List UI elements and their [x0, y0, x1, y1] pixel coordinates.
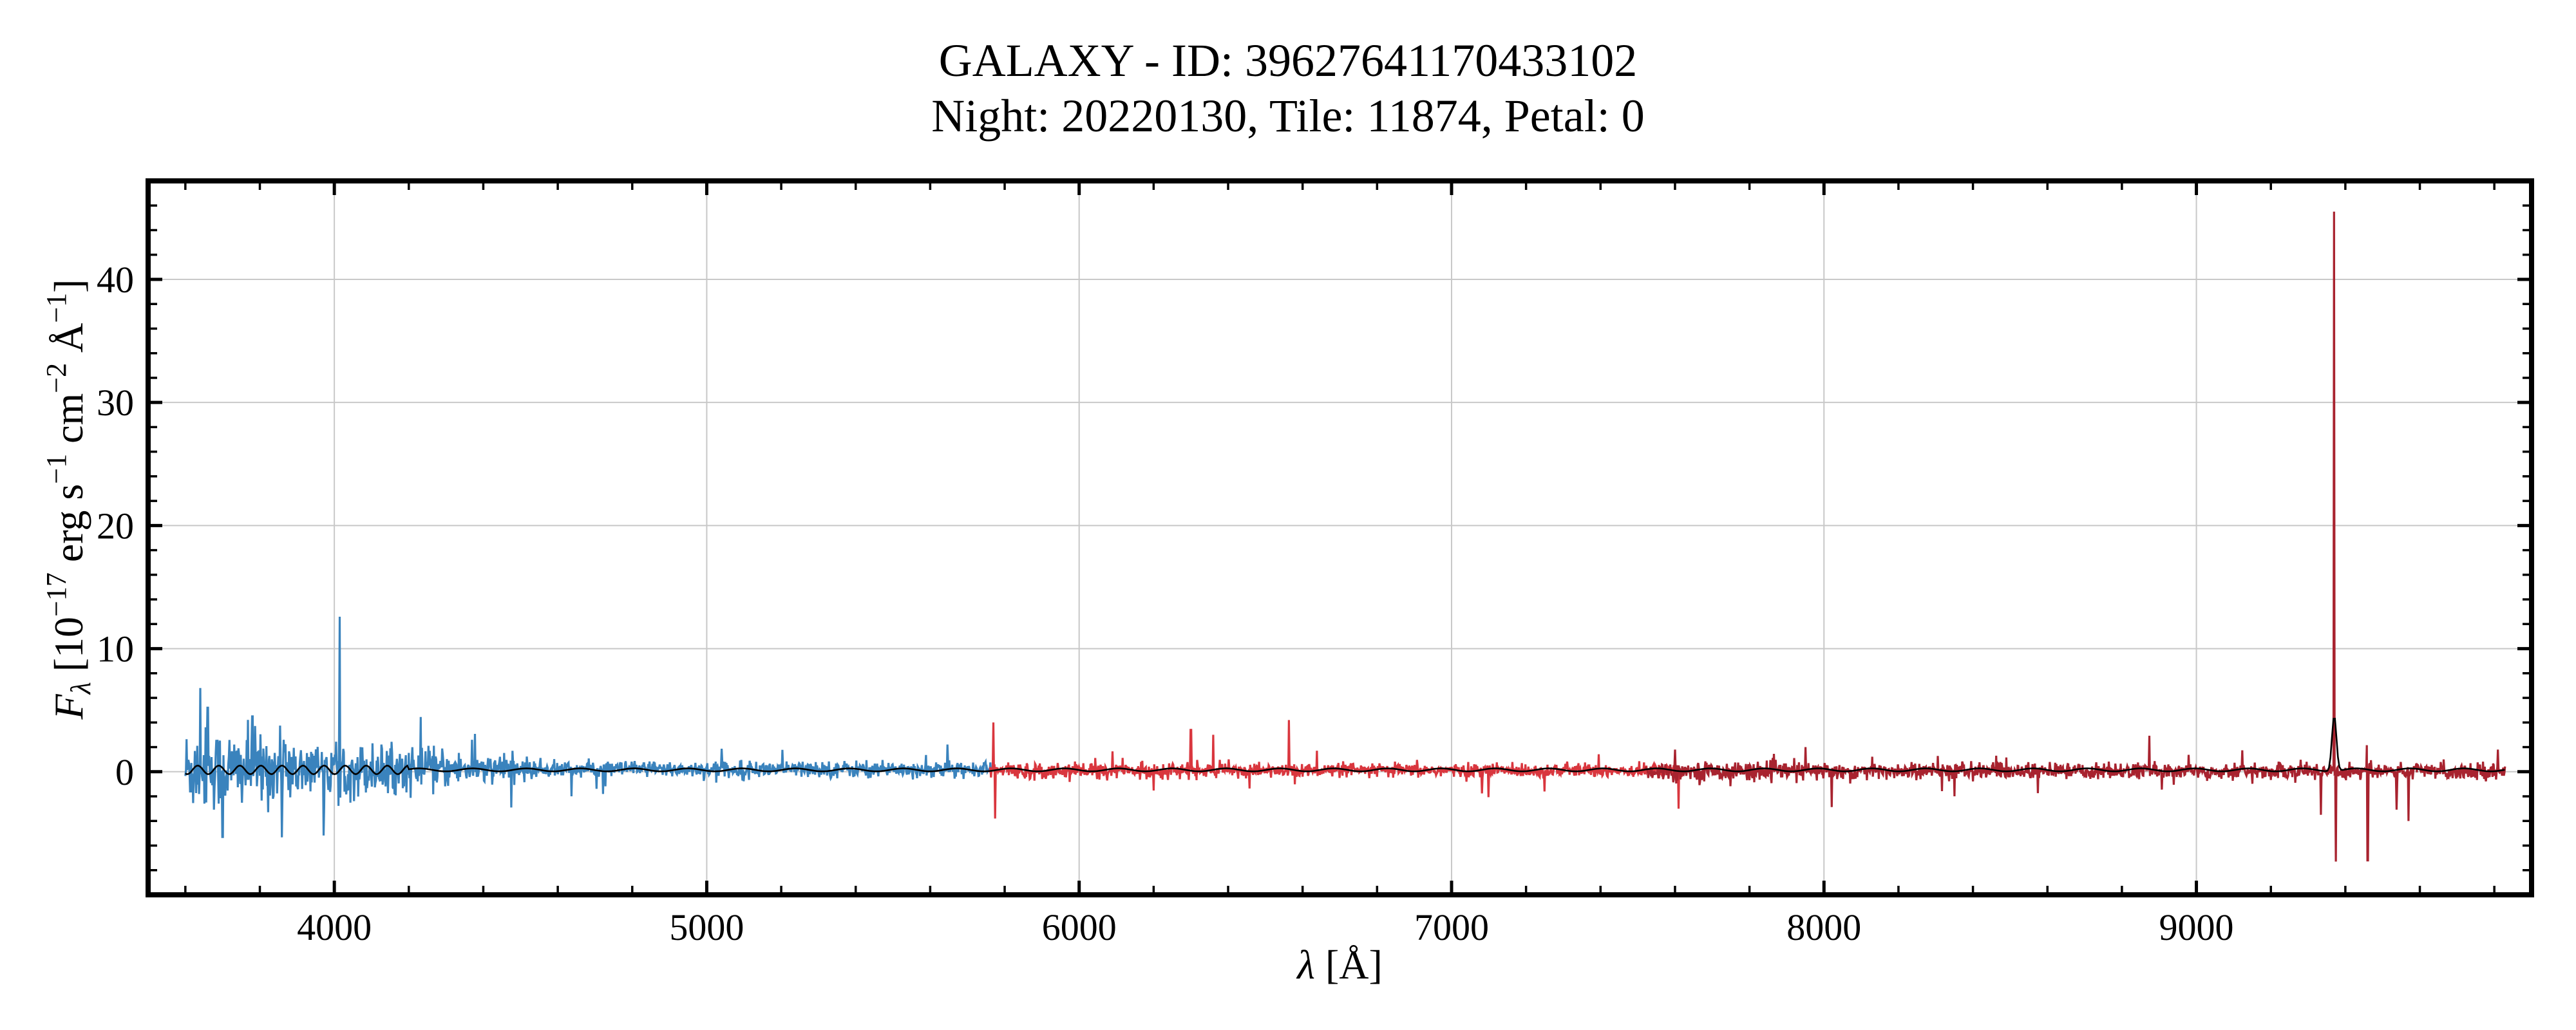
grid-lines [148, 181, 2532, 895]
x-tick-label: 6000 [1042, 906, 1117, 948]
chart-title-line2: Night: 20220130, Tile: 11874, Petal: 0 [931, 90, 1645, 142]
data-series [184, 211, 2506, 862]
series-r-arm-flux [989, 720, 1683, 819]
x-tick-label: 4000 [297, 906, 372, 948]
x-tick-label: 8000 [1786, 906, 1861, 948]
chart-title-line1: GALAXY - ID: 39627641170433102 [938, 35, 1638, 86]
series-b-arm-flux [184, 616, 995, 838]
y-tick-label: 20 [97, 505, 134, 547]
x-tick-label: 5000 [669, 906, 744, 948]
y-tick-label: 30 [97, 382, 134, 424]
y-tick-label: 0 [115, 751, 134, 793]
x-axis-label: λ [Å] [1296, 942, 1383, 988]
y-axis-label: Fλ [10−17 erg s−1 cm−2 Å−1] [41, 279, 97, 720]
x-tick-label: 9000 [2159, 906, 2234, 948]
plot-frame [146, 178, 2534, 897]
axes: 4000 5000 6000 7000 8000 9000 0 10 20 30 40 λ [Å] Fλ… [41, 178, 2534, 988]
x-tick-label: 7000 [1414, 906, 1489, 948]
y-tick-label: 40 [97, 259, 134, 301]
series-model [185, 717, 2505, 775]
y-tick-label: 10 [97, 628, 134, 670]
series-z-arm-flux [1644, 211, 2506, 862]
